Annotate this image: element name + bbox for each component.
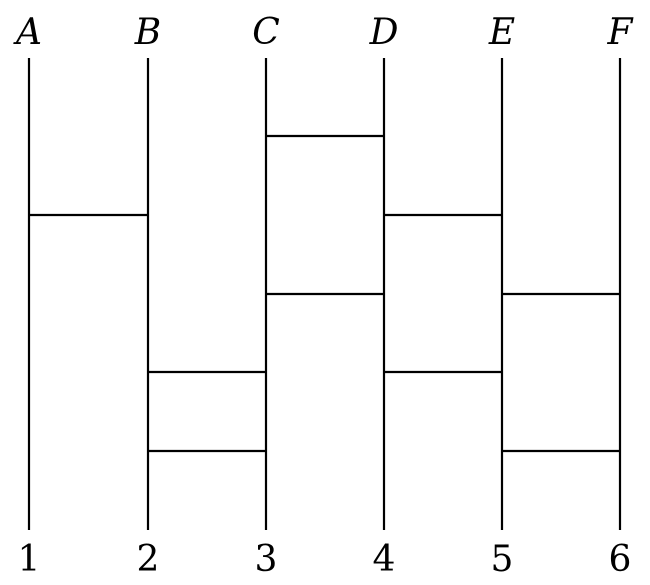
bottom-label-4: 4 xyxy=(373,539,396,580)
top-labels: A B C D E F xyxy=(13,12,635,53)
rungs xyxy=(29,134,620,453)
top-label-b: B xyxy=(134,12,161,53)
top-label-c: C xyxy=(252,12,280,53)
bottom-labels: 1 2 3 4 5 6 xyxy=(18,539,632,580)
bottom-label-3: 3 xyxy=(255,539,278,580)
top-label-e: E xyxy=(488,12,515,53)
top-label-a: A xyxy=(13,12,42,53)
top-label-f: F xyxy=(607,12,635,53)
bottom-label-5: 5 xyxy=(491,539,514,580)
bottom-label-2: 2 xyxy=(137,539,160,580)
bottom-label-1: 1 xyxy=(18,539,41,580)
top-label-d: D xyxy=(369,12,399,53)
bottom-label-6: 6 xyxy=(609,539,632,580)
